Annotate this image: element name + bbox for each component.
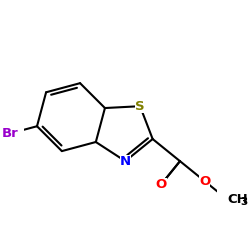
Text: O: O: [156, 178, 167, 191]
Text: N: N: [120, 155, 131, 168]
Text: O: O: [199, 174, 210, 188]
Text: S: S: [135, 100, 145, 113]
Text: Br: Br: [2, 127, 18, 140]
Text: CH: CH: [228, 194, 248, 206]
Text: 3: 3: [240, 197, 248, 207]
